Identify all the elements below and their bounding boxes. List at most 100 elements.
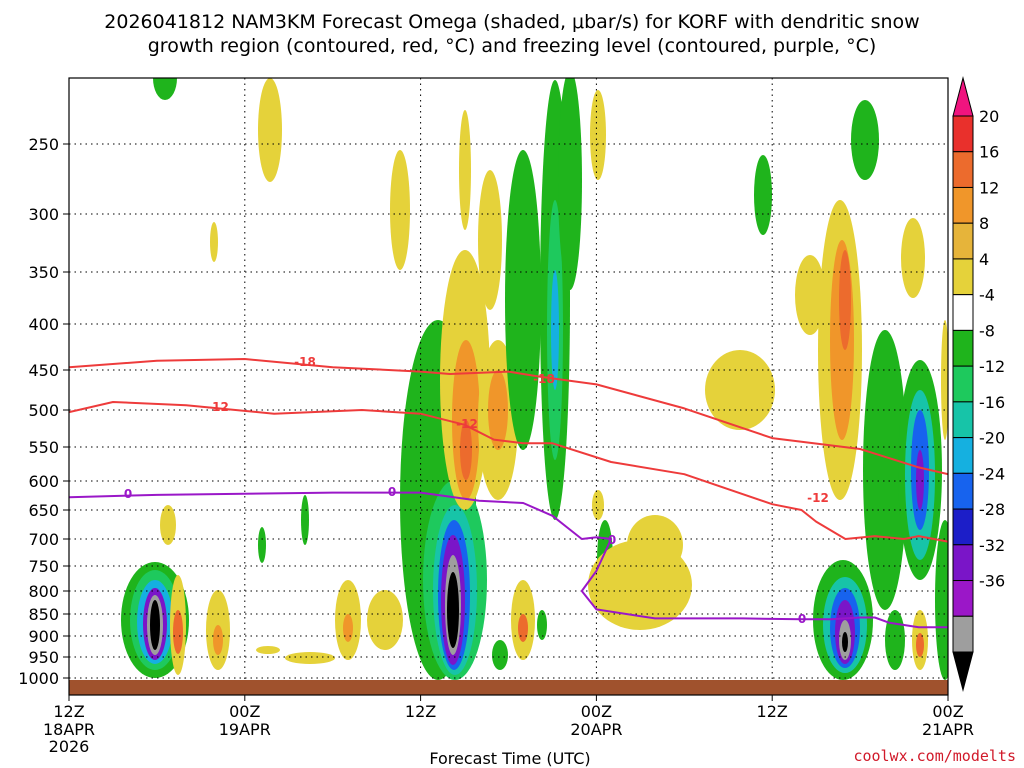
omega-cell bbox=[460, 420, 472, 480]
omega-cell bbox=[505, 150, 541, 450]
omega-cell bbox=[173, 610, 183, 654]
credit-text: coolwx.com/modelts bbox=[853, 747, 1016, 765]
colorbar-label: -32 bbox=[979, 536, 1005, 555]
isotherm-line bbox=[69, 401, 948, 543]
isotherm-label-m18: -18 bbox=[294, 355, 316, 369]
isotherm-label-zero: 0 bbox=[388, 485, 396, 499]
colorbar-label: -36 bbox=[979, 572, 1005, 591]
y-tick-label: 900 bbox=[28, 627, 59, 646]
omega-cell bbox=[390, 150, 410, 270]
omega-cell bbox=[537, 610, 547, 640]
x-tick-label: 12Z bbox=[405, 702, 436, 721]
y-tick-label: 650 bbox=[28, 501, 59, 520]
colorbar-swatch bbox=[952, 401, 974, 439]
omega-cell bbox=[285, 652, 335, 664]
y-tick-label: 600 bbox=[28, 472, 59, 491]
x-tick-date-label: 18APR bbox=[43, 720, 95, 739]
omega-cell bbox=[258, 78, 282, 182]
omega-cell bbox=[447, 572, 459, 648]
omega-cell bbox=[839, 250, 851, 350]
colorbar-label: -16 bbox=[979, 393, 1005, 412]
colorbar-label: 16 bbox=[979, 143, 999, 162]
omega-shading bbox=[121, 78, 948, 680]
isotherm-line bbox=[69, 491, 948, 629]
colorbar-swatch bbox=[952, 222, 974, 260]
y-tick-label: 250 bbox=[28, 135, 59, 154]
x-tick-date-label: 21APR bbox=[922, 720, 974, 739]
colorbar-swatch bbox=[952, 365, 974, 403]
x-tick-label: 00Z bbox=[581, 702, 612, 721]
omega-cell bbox=[478, 170, 502, 310]
colorbar-swatch bbox=[952, 186, 974, 224]
omega-cell bbox=[558, 78, 582, 290]
omega-cell bbox=[851, 100, 879, 180]
omega-cell bbox=[795, 255, 825, 335]
plot-frame bbox=[68, 77, 949, 696]
colorbar-label: -8 bbox=[979, 321, 995, 340]
x-tick-label: 12Z bbox=[757, 702, 788, 721]
omega-cell bbox=[551, 270, 559, 390]
y-tick-label: 850 bbox=[28, 605, 59, 624]
omega-cell bbox=[590, 90, 606, 180]
colorbar-swatch bbox=[952, 472, 974, 510]
omega-cell bbox=[592, 490, 604, 520]
isotherm-label-zero: 0 bbox=[608, 533, 616, 547]
isotherm-label-m12: -12 bbox=[456, 417, 478, 431]
isotherm-label-m18: -18 bbox=[533, 372, 555, 386]
colorbar-swatch bbox=[952, 115, 974, 153]
omega-cell bbox=[901, 218, 925, 298]
x-tick-date-label: 20APR bbox=[570, 720, 622, 739]
chart-title-line2: growth region (contoured, red, °C) and f… bbox=[148, 35, 877, 57]
ground-terrain bbox=[69, 680, 948, 695]
colorbar-label: 4 bbox=[979, 250, 989, 269]
colorbar-label: -12 bbox=[979, 357, 1005, 376]
omega-cell bbox=[153, 78, 177, 100]
colorbar-swatch bbox=[952, 544, 974, 582]
colorbar-label: 12 bbox=[979, 178, 999, 197]
omega-cell bbox=[150, 600, 160, 650]
colorbar-swatch bbox=[952, 437, 974, 474]
y-tick-label: 300 bbox=[28, 205, 59, 224]
y-tick-label: 450 bbox=[28, 361, 59, 380]
isotherm-label-m12: -12 bbox=[807, 491, 829, 505]
colorbar-swatch bbox=[952, 580, 974, 617]
x-tick-date-label: 19APR bbox=[219, 720, 271, 739]
colorbar-label: 20 bbox=[979, 107, 999, 126]
y-tick-label: 950 bbox=[28, 648, 59, 667]
omega-cell bbox=[916, 633, 924, 657]
omega-colorbar: 20 16 12 8 4 -4 -8 -12 -16 -20 -24 -28 -32 -36 bbox=[952, 76, 1005, 692]
omega-cell bbox=[941, 320, 948, 440]
omega-cell bbox=[343, 614, 353, 642]
colorbar-swatch bbox=[952, 615, 974, 653]
omega-cell bbox=[492, 640, 508, 670]
y-tick-label: 400 bbox=[28, 315, 59, 334]
omega-cell bbox=[258, 527, 266, 563]
omega-cell bbox=[459, 110, 471, 230]
colorbar-label: 8 bbox=[979, 214, 989, 233]
colorbar-swatch bbox=[952, 151, 974, 188]
omega-cell bbox=[935, 520, 948, 680]
x-axis-label: Forecast Time (UTC) bbox=[429, 749, 590, 768]
omega-cell bbox=[863, 330, 907, 610]
omega-cell bbox=[885, 610, 905, 670]
isotherm-label-zero: 0 bbox=[124, 487, 132, 501]
omega-cell bbox=[301, 495, 309, 545]
omega-cell bbox=[916, 450, 924, 510]
y-tick-label: 500 bbox=[28, 401, 59, 420]
y-tick-label: 700 bbox=[28, 530, 59, 549]
dotted-grid bbox=[69, 78, 948, 695]
colorbar-label: -4 bbox=[979, 286, 995, 305]
y-tick-label: 800 bbox=[28, 582, 59, 601]
omega-cell bbox=[160, 505, 176, 545]
y-tick-label: 550 bbox=[28, 438, 59, 457]
omega-cell bbox=[842, 632, 848, 652]
isotherm-lines bbox=[69, 358, 948, 629]
x-tick-label: 00Z bbox=[229, 702, 260, 721]
isotherm-label-m12: -12 bbox=[207, 400, 229, 414]
colorbar-bottom-triangle bbox=[952, 651, 974, 692]
colorbar-swatch bbox=[952, 508, 974, 546]
y-tick-label: 1000 bbox=[18, 669, 59, 688]
colorbar-label: -20 bbox=[979, 429, 1005, 448]
